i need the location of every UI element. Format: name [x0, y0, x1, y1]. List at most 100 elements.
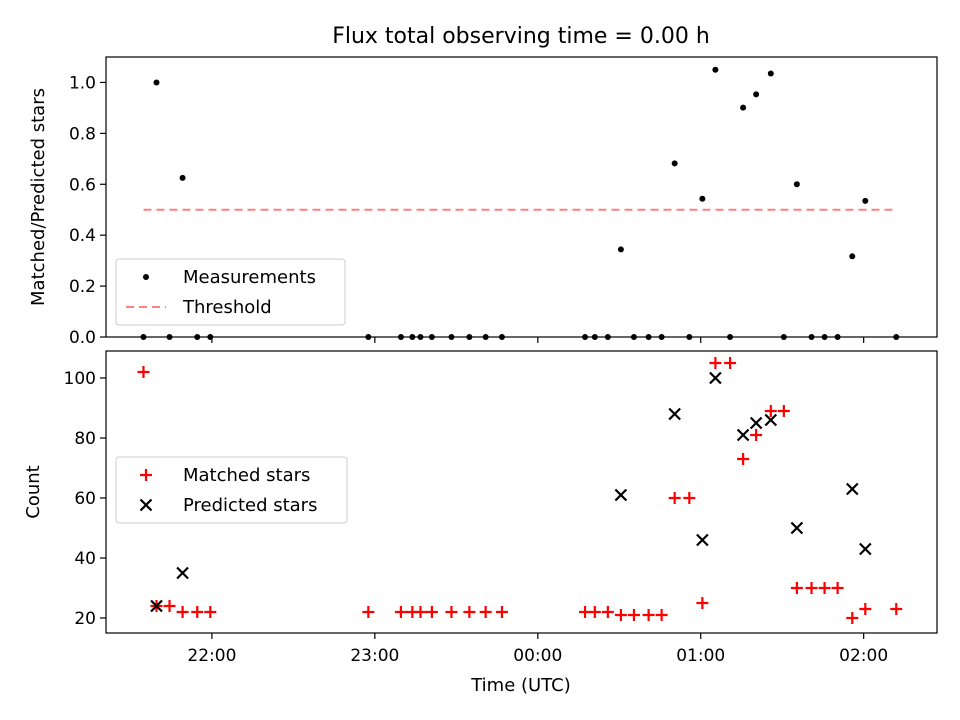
- measurement-point: [893, 334, 900, 340]
- matched-star-point: [614, 609, 627, 621]
- y-tick-label: 0.6: [69, 175, 96, 195]
- matched-star-point: [724, 357, 737, 369]
- predicted-star-point: [668, 407, 681, 421]
- y-axis-label: Matched/Predicted stars: [28, 88, 49, 306]
- legend-box: [115, 456, 348, 524]
- matched-star-point: [750, 429, 763, 441]
- legend-label: Predicted stars: [183, 495, 317, 516]
- measurement-point: [862, 197, 869, 204]
- matched-star-point: [805, 582, 818, 594]
- measurement-point: [166, 334, 173, 340]
- predicted-star-point: [696, 533, 709, 547]
- legend-x-icon: [139, 498, 153, 512]
- predicted-star-point: [709, 371, 722, 385]
- measurement-point: [207, 334, 214, 340]
- x-tick-label: 02:00: [839, 646, 888, 666]
- plot-area: 20 40 60 80 100 22:00 23:00 00:00 01:00 02:00 Matc…: [64, 350, 938, 666]
- y-tick-label: 60: [74, 489, 96, 509]
- measurement-point: [582, 334, 589, 340]
- plot-frame: [105, 56, 938, 338]
- measurement-point: [153, 79, 160, 86]
- x-tick-label: 00:00: [513, 646, 562, 666]
- matched-star-point: [601, 606, 614, 618]
- matched-star-point: [859, 603, 872, 615]
- matched-star-point: [163, 600, 176, 612]
- predicted-star-point: [859, 542, 872, 556]
- predicted-star-point: [150, 599, 163, 613]
- matched-star-point: [479, 606, 492, 618]
- y-tick-label: 0.4: [69, 226, 96, 246]
- measurement-point: [604, 334, 611, 340]
- measurement-point: [466, 334, 473, 340]
- matched-star-point: [642, 609, 655, 621]
- measurement-point: [712, 66, 719, 73]
- measurement-point: [409, 334, 416, 340]
- chart-title: Flux total observing time = 0.00 h: [332, 24, 710, 49]
- y-tick-label: 80: [74, 429, 96, 449]
- measurement-point: [740, 104, 747, 111]
- x-tick-label: 01:00: [676, 646, 725, 666]
- measurement-point: [194, 334, 201, 340]
- measurement-point: [821, 334, 828, 340]
- matched-star-point: [425, 606, 438, 618]
- matched-star-point: [495, 606, 508, 618]
- count-panel: Count Time (UTC) 20 40 60 80 100 22:00 23:00 00…: [23, 350, 938, 696]
- measurement-point: [428, 334, 435, 340]
- matched-star-point: [463, 606, 476, 618]
- measurement-point: [140, 334, 147, 340]
- measurement-point: [645, 334, 652, 340]
- measurement-point: [793, 181, 800, 188]
- y-tick-label: 0.2: [69, 277, 96, 297]
- legend-plus-icon: [140, 469, 152, 481]
- matched-star-point: [668, 492, 681, 504]
- matched-star-point: [831, 582, 844, 594]
- predicted-star-point: [614, 488, 628, 502]
- measurement-point: [658, 334, 665, 340]
- y-tick-label: 0.0: [69, 328, 96, 348]
- measurement-point: [849, 253, 856, 260]
- measurement-point: [365, 334, 372, 340]
- legend-dot-icon: [143, 274, 149, 280]
- predicted-star-point: [764, 413, 778, 427]
- matched-star-point: [627, 609, 640, 621]
- measurement-point: [630, 334, 637, 340]
- matched-star-point: [445, 606, 458, 618]
- matched-star-point: [790, 582, 803, 594]
- plot-frame: [105, 350, 938, 634]
- matched-star-point: [890, 603, 903, 615]
- y-tick-label: 0.8: [69, 124, 96, 144]
- y-tick-label: 1.0: [69, 73, 96, 93]
- x-tick-label: 22:00: [187, 646, 236, 666]
- measurement-point: [591, 334, 598, 340]
- measurement-point: [767, 70, 774, 77]
- y-axis-label: Count: [23, 465, 44, 518]
- measurement-point: [780, 334, 787, 340]
- measurement-point: [834, 334, 841, 340]
- matched-star-point: [394, 606, 407, 618]
- predicted-star-point: [845, 482, 859, 496]
- predicted-star-point: [749, 416, 763, 430]
- legend-label: Threshold: [182, 297, 272, 318]
- matched-star-point: [137, 366, 150, 378]
- measurement-point: [448, 334, 455, 340]
- matched-star-point: [362, 606, 375, 618]
- matched-star-point: [818, 582, 831, 594]
- y-tick-label: 100: [64, 369, 96, 389]
- predicted-star-point: [176, 566, 189, 580]
- x-tick-label: 23:00: [350, 646, 399, 666]
- measurement-point: [686, 334, 693, 340]
- matched-star-point: [204, 606, 217, 618]
- measurement-point: [753, 91, 760, 98]
- matched-star-point: [846, 612, 859, 624]
- legend-label: Measurements: [183, 267, 316, 288]
- measurement-point: [808, 334, 815, 340]
- y-tick-label: 40: [74, 549, 96, 569]
- y-tick-label: 20: [74, 609, 96, 629]
- matched-star-point: [683, 492, 696, 504]
- matched-star-point: [588, 606, 601, 618]
- plot-area: 0.0 0.2 0.4 0.6 0.8 1.0 Measurements Threshold: [69, 56, 938, 348]
- matched-star-point: [655, 609, 668, 621]
- legend-box: [115, 258, 346, 326]
- ratio-panel: Flux total observing time = 0.00 h Match…: [28, 24, 938, 348]
